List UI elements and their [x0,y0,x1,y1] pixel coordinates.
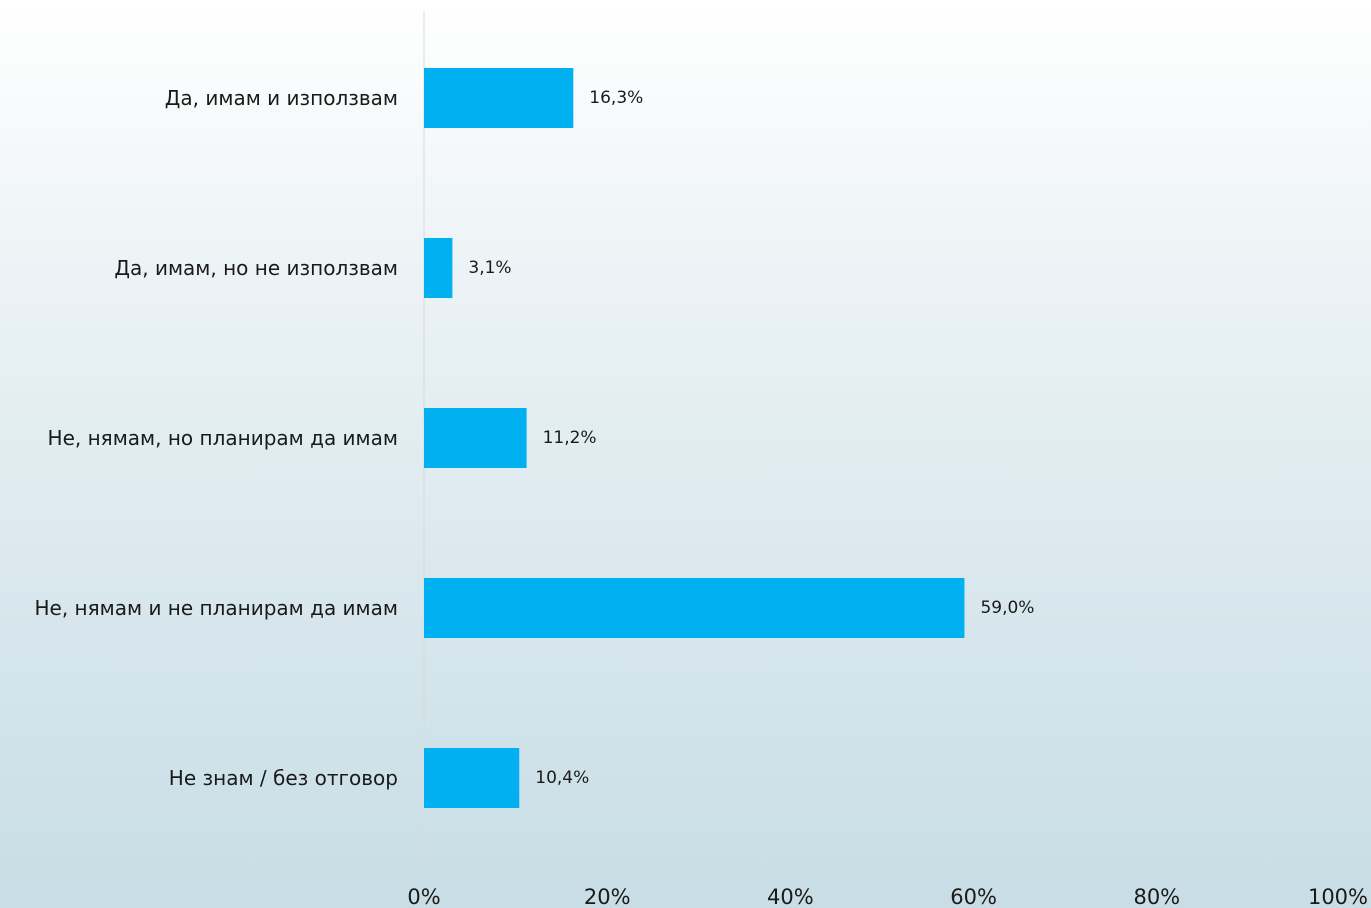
bar [424,238,453,298]
data-label: 3,1% [468,258,511,278]
data-label: 10,4% [535,768,589,788]
category-label: Да, имам, но не използвам [114,256,398,280]
data-label: 11,2% [543,428,597,448]
category-label: Да, имам и използвам [165,86,398,110]
data-label: 59,0% [980,598,1034,618]
data-label: 16,3% [589,88,643,108]
x-tick-label: 40% [767,885,814,908]
x-tick-label: 0% [407,885,440,908]
bar [424,578,965,638]
bars-layer [424,68,965,808]
bar [424,68,574,128]
x-tick-label: 60% [950,885,997,908]
x-tick-label: 100% [1308,885,1368,908]
ticks-layer: 0% 20% 40% 60% 80% 100% [407,885,1368,908]
category-label: Не, нямам, но планирам да имам [48,426,398,450]
bar [424,748,520,808]
labels-layer: Да, имам и използвам 16,3% Да, имам, но не… [34,86,1034,790]
category-label: Не знам / без отговор [169,766,398,790]
x-tick-label: 80% [1133,885,1180,908]
category-label: Не, нямам и не планирам да имам [34,596,398,620]
bar [424,408,527,468]
x-tick-label: 20% [584,885,631,908]
